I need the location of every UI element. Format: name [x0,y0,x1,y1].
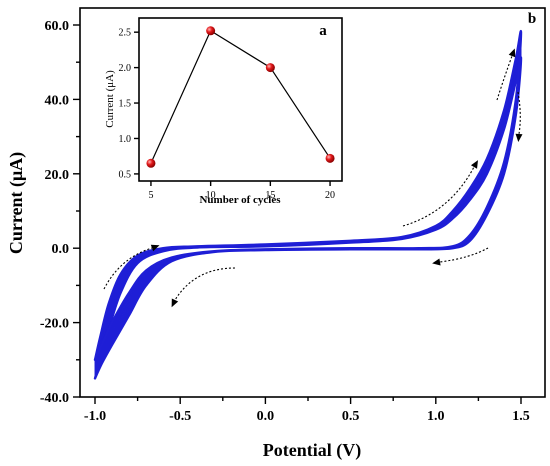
main-x-axis-title: Potential (V) [263,440,361,461]
inset-y-axis-title: Current (μA) [104,70,116,128]
inset-y-tick-label: 2.5 [119,28,132,39]
inset-x-tick-label: 15 [265,190,275,201]
panel-label-a: a [319,23,327,39]
inset-data-point [146,158,156,168]
inset-series-line [150,29,331,164]
main-y-tick-label: 0.0 [52,242,70,257]
inset-x-ticks: 5 10 15 20 [148,181,335,201]
scan-arrow-head [432,258,441,266]
scan-arrow-head [470,160,478,169]
main-x-tick-label: -1.0 [84,409,106,424]
main-y-tick-label: -20.0 [40,317,69,332]
inset-data-point [265,63,275,73]
inset-y-tick-label: 0.5 [119,169,132,180]
inset-x-tick-label: 5 [148,190,153,201]
inset-x-axis-title: Number of cycles [199,194,281,206]
inset-y-tick-label: 1.0 [119,134,132,145]
inset-frame [138,17,343,182]
inset-y-ticks: 2.5 2.0 1.5 1.0 0.5 [119,28,139,180]
scan-arrow-line [103,247,153,290]
scan-arrow-head [171,298,179,308]
inset-data-point [325,153,335,163]
main-plot-frame [79,7,546,398]
inset-x-tick-label: 10 [206,190,216,201]
main-x-tick-label: -0.5 [169,409,191,424]
main-x-tick-label: 0.0 [257,409,275,424]
panel-label-b: b [528,11,536,27]
main-x-ticks: -1.0 -0.5 0.0 0.5 1.0 1.5 [84,397,530,424]
cv-cycle-curve [93,29,523,361]
main-y-tick-label: 20.0 [45,168,70,183]
inset-y-tick-label: 2.0 [119,63,132,74]
main-x-tick-label: 0.5 [342,409,360,424]
inset-data-point [206,26,216,36]
scan-arrow-head [150,244,160,252]
scan-arrow-line [439,247,489,263]
inset-series [146,26,335,168]
scan-arrow-head [515,133,523,142]
main-y-tick-label: -40.0 [40,391,69,406]
scan-direction-arrows [103,48,523,308]
main-y-axis-title: Current (μA) [6,152,27,254]
inset-y-tick-label: 1.5 [119,99,132,110]
inset-background [139,18,342,181]
main-plot: -1.0 -0.5 0.0 0.5 1.0 1.5 60.0 40.0 20.0 0.0 -20.… [6,7,546,461]
main-x-tick-label: 1.5 [512,409,530,424]
inset-x-tick-label: 20 [325,190,335,201]
scan-arrow-head [508,48,516,58]
inset-plot: 5 10 15 20 2.5 2.0 1.5 1.0 0.5 a Number of cycl… [104,17,343,206]
main-x-tick-label: 1.0 [427,409,445,424]
cv-curves [93,29,523,380]
scan-arrow-line [174,267,236,301]
main-y-tick-label: 40.0 [45,93,70,108]
main-y-ticks: 60.0 40.0 20.0 0.0 -20.0 -40.0 [40,19,80,406]
main-y-tick-label: 60.0 [45,19,70,34]
scan-arrow-line [402,166,475,227]
